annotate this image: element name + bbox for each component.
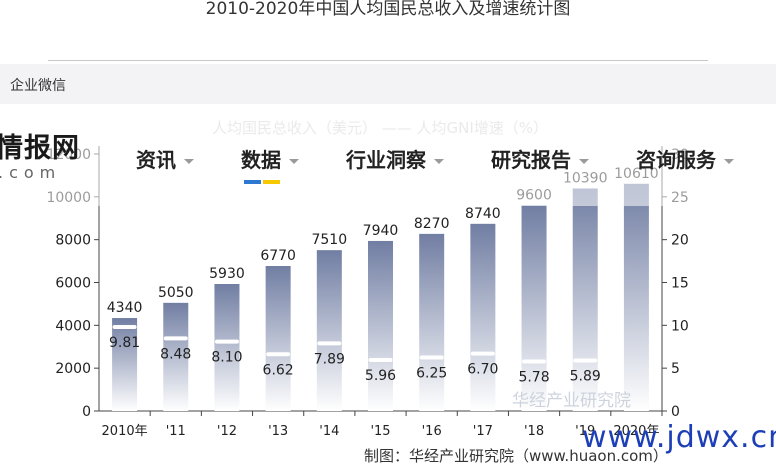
growth-marker xyxy=(573,358,598,363)
bar xyxy=(572,188,598,411)
x-tick-label: '13 xyxy=(268,424,288,439)
company-watermark: 华经产业研究院 xyxy=(512,391,631,411)
nav-item-news[interactable]: 资讯 xyxy=(136,144,194,173)
nav-item-label: 研究报告 xyxy=(491,148,571,172)
growth-marker xyxy=(317,341,342,346)
y-right-tick-label: 0 xyxy=(671,404,680,420)
bar xyxy=(470,223,496,411)
nav-item-reports[interactable]: 研究报告 xyxy=(491,144,589,173)
page-title: 2010-2020年中国人均国民总收入及增速统计图 xyxy=(205,0,571,19)
bar-value-label: 4340 xyxy=(107,300,143,316)
growth-marker xyxy=(419,355,444,360)
site-logo-domain: .com xyxy=(0,163,62,182)
growth-value-label: 5.78 xyxy=(518,369,549,385)
x-tick-label: '18 xyxy=(524,424,544,439)
bar-value-label: 8270 xyxy=(414,216,450,232)
chevron-down-icon xyxy=(579,159,589,164)
chevron-down-icon xyxy=(724,159,734,164)
bar-value-label: 7510 xyxy=(311,232,347,248)
growth-marker xyxy=(470,351,495,356)
bar xyxy=(214,283,240,411)
y-right-tick-label: 20 xyxy=(671,233,689,249)
site-watermark: www.jdwx.cn xyxy=(582,420,776,455)
growth-marker xyxy=(368,357,393,362)
growth-value-label: 8.10 xyxy=(211,350,242,366)
chart-source: 制图：华经产业研究院（www.huaon.com） xyxy=(364,447,668,465)
growth-marker xyxy=(112,324,137,329)
site-logo[interactable]: 情报网 xyxy=(0,133,80,164)
x-tick-label: '16 xyxy=(422,424,442,439)
nav-item-label: 资讯 xyxy=(136,148,176,172)
bar xyxy=(265,266,291,411)
growth-value-label: 9.81 xyxy=(109,335,140,351)
bar-value-label: 5930 xyxy=(209,266,245,282)
y-left-tick-label: 2000 xyxy=(55,361,91,377)
bar-value-label: 7940 xyxy=(363,223,399,239)
growth-value-label: 7.89 xyxy=(314,351,345,367)
nav-item-label: 咨询服务 xyxy=(636,148,716,172)
bar xyxy=(368,240,393,411)
bar xyxy=(623,183,649,411)
x-tick-label: '17 xyxy=(473,424,493,439)
active-nav-indicator xyxy=(244,180,280,184)
x-tick-label: '12 xyxy=(217,424,237,439)
chevron-down-icon xyxy=(184,159,194,164)
bar-value-label: 6770 xyxy=(260,248,296,264)
nav-item-label: 数据 xyxy=(241,148,281,172)
nav-item-label: 行业洞察 xyxy=(346,148,426,172)
x-tick-label: '15 xyxy=(370,424,390,439)
bar xyxy=(419,233,445,411)
growth-value-label: 5.89 xyxy=(570,369,601,385)
y-right-tick-label: 10 xyxy=(671,318,689,334)
bar xyxy=(163,302,189,411)
chevron-down-icon xyxy=(434,159,444,164)
x-tick-label: '11 xyxy=(166,424,186,439)
growth-marker xyxy=(163,336,188,341)
wechat-work-link[interactable]: 企业微信 xyxy=(10,78,66,94)
x-tick-label: '19 xyxy=(575,424,595,439)
y-right-tick-label: 5 xyxy=(671,361,680,377)
bar xyxy=(316,250,342,411)
nav-item-consulting[interactable]: 咨询服务 xyxy=(636,144,734,173)
x-tick-label: 2020年 xyxy=(613,424,659,439)
x-tick-label: 2010年 xyxy=(102,424,148,439)
chevron-down-icon xyxy=(289,159,299,164)
y-left-tick-label: 8000 xyxy=(55,233,91,249)
growth-value-label: 5.96 xyxy=(365,368,396,384)
growth-marker xyxy=(214,339,239,344)
nav-item-insights[interactable]: 行业洞察 xyxy=(346,144,444,173)
top-bar: 企业微信 xyxy=(0,64,776,104)
bar-value-label: 8740 xyxy=(465,206,501,222)
nav-item-data[interactable]: 数据 xyxy=(241,144,299,173)
bar-value-label: 5050 xyxy=(158,285,194,301)
title-divider xyxy=(48,60,708,61)
bar xyxy=(112,318,138,411)
growth-value-label: 8.48 xyxy=(160,346,191,362)
y-left-tick-label: 4000 xyxy=(55,318,91,334)
y-right-tick-label: 15 xyxy=(671,276,689,292)
growth-marker xyxy=(522,359,547,364)
y-left-tick-label: 6000 xyxy=(55,276,91,292)
y-left-tick-label: 0 xyxy=(82,404,91,420)
growth-marker xyxy=(266,352,291,357)
site-nav: 情报网 .com 资讯 数据 行业洞察 研究报告 咨询服务 xyxy=(0,104,776,206)
bar xyxy=(521,205,547,411)
growth-value-label: 6.62 xyxy=(263,362,294,378)
x-tick-label: '14 xyxy=(319,424,339,439)
growth-value-label: 6.70 xyxy=(467,362,498,378)
growth-value-label: 6.25 xyxy=(416,365,447,381)
